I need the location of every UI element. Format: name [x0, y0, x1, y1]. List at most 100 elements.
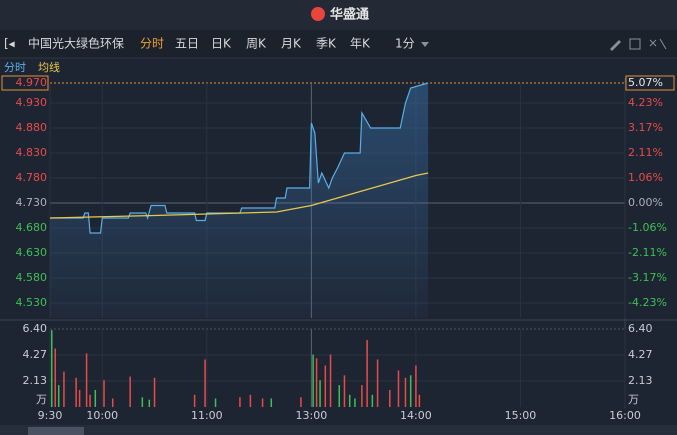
- volume-bar: [54, 348, 56, 407]
- scroll-track: [0, 425, 677, 435]
- x-tick-label: 16:00: [609, 409, 641, 422]
- y-tick-label: 4.930: [16, 96, 48, 109]
- tab[interactable]: 周K: [246, 37, 267, 51]
- price-label-box: [1, 75, 49, 91]
- y-tick-label: 4.830: [16, 146, 48, 159]
- x-tick-label: 10:00: [86, 409, 118, 422]
- y2-tick-label: 3.17%: [628, 121, 663, 134]
- price-line: [50, 82, 429, 234]
- tab[interactable]: 日K: [211, 37, 232, 51]
- y-tick-label: 4.27: [23, 348, 48, 361]
- y2-tick-label: -3.17%: [628, 271, 667, 284]
- tab[interactable]: 年K: [350, 37, 371, 51]
- volume-bar: [319, 380, 321, 407]
- tabs: 分时 五日 日K 周K 月K 季K 年K: [140, 37, 371, 51]
- volume-bar: [153, 377, 156, 407]
- x-tick-label: 14:00: [400, 409, 432, 422]
- volume-bar: [94, 389, 97, 407]
- volume-bar: [338, 385, 340, 407]
- volume-bar: [366, 339, 368, 407]
- y2-tick-label: -4.23%: [628, 296, 667, 309]
- y-tick-label: 4.880: [16, 121, 48, 134]
- tab[interactable]: 月K: [281, 37, 302, 51]
- y2-tick-label: -2.11%: [628, 246, 667, 259]
- volume-bar: [214, 398, 217, 407]
- y2-tick-label: 2.13: [628, 374, 653, 387]
- volume-bar: [129, 376, 131, 407]
- pct-label-box: [625, 75, 675, 91]
- x-tick-label: 13:00: [296, 409, 328, 422]
- volume-bar: [348, 394, 351, 407]
- logo-icon: [311, 7, 325, 21]
- tab[interactable]: 季K: [316, 37, 337, 51]
- top-bar: [0, 0, 677, 30]
- volume-bar: [249, 394, 252, 407]
- volume-bar: [397, 370, 400, 407]
- volume-bar: [103, 380, 105, 407]
- tab[interactable]: 分时: [140, 37, 164, 51]
- y-tick-label: 4.680: [16, 221, 48, 234]
- volume-bar: [343, 375, 346, 407]
- volume-bar: [204, 359, 206, 407]
- y-tick-label: 6.40: [23, 322, 48, 335]
- volume-bar: [371, 394, 374, 407]
- volume-bar: [404, 377, 407, 407]
- y2-tick-label: 0.00%: [628, 196, 663, 209]
- volume-bar: [50, 330, 53, 407]
- y-tick-label: 4.530: [16, 296, 48, 309]
- price-area: [50, 83, 429, 318]
- interval[interactable]: 1分: [395, 37, 415, 51]
- volume-bar: [85, 353, 88, 407]
- volume-bar: [315, 358, 318, 407]
- volume-bar: [63, 371, 65, 407]
- volume-bar: [329, 354, 332, 407]
- volume-bar: [111, 398, 114, 407]
- scroll-thumb[interactable]: [28, 427, 84, 435]
- x-tick-label: 9:30: [38, 409, 63, 422]
- legend: 分时 均线: [4, 60, 60, 74]
- y2-tick-label: 5.07%: [628, 76, 663, 89]
- y-tick-label: 2.13: [23, 374, 48, 387]
- volume-bar: [409, 375, 412, 407]
- legend-entry[interactable]: 分时: [4, 61, 26, 74]
- volume-bar: [418, 394, 421, 407]
- volume-bar: [141, 397, 144, 407]
- volume-bar: [57, 385, 60, 407]
- y2-tick-label: -1.06%: [628, 221, 667, 234]
- y-tick-label: 4.630: [16, 246, 48, 259]
- fullscreen-icon[interactable]: [629, 38, 641, 50]
- legend-entry[interactable]: 均线: [38, 60, 60, 74]
- volume-bar: [148, 399, 151, 407]
- volume-bar: [75, 377, 77, 407]
- y-tick-label: 4.780: [16, 171, 48, 184]
- back-icon[interactable]: [◂: [4, 37, 15, 51]
- x-tick-label: 15:00: [505, 409, 537, 422]
- volume-bar: [389, 389, 391, 407]
- y-tick-label: 4.970: [16, 76, 48, 89]
- volume-bar: [361, 385, 363, 407]
- volume-bar: [261, 398, 264, 407]
- volume-bar: [354, 398, 356, 407]
- volume-bar: [78, 389, 81, 407]
- y-tick-label: 4.730: [16, 196, 48, 209]
- tab[interactable]: 五日: [175, 37, 199, 51]
- volume-bar: [324, 365, 327, 407]
- volume-bar: [415, 365, 417, 407]
- volume-bar: [239, 397, 241, 407]
- plot: 4.970 4.930 4.880 4.830 4.780 4.730 4.680 4.630…: [0, 75, 677, 422]
- y2-tick-label: 4.23%: [628, 96, 663, 109]
- y2-tick-label: 1.06%: [628, 171, 663, 184]
- unit-label: 万: [36, 393, 47, 406]
- dropdown-arrow[interactable]: [421, 42, 429, 47]
- volume-bar: [376, 359, 379, 407]
- volume-bar: [193, 394, 196, 407]
- settings-icon[interactable]: [649, 38, 667, 50]
- draw-icon[interactable]: [610, 40, 621, 51]
- volume-bar: [270, 398, 273, 407]
- stock-name: 中国光大绿色环保: [28, 36, 124, 51]
- y2-tick-label: 4.27: [628, 348, 653, 361]
- logo-text: 华盛通: [330, 7, 369, 23]
- toolbar: [0, 30, 677, 58]
- y2-tick-label: 6.40: [628, 322, 653, 335]
